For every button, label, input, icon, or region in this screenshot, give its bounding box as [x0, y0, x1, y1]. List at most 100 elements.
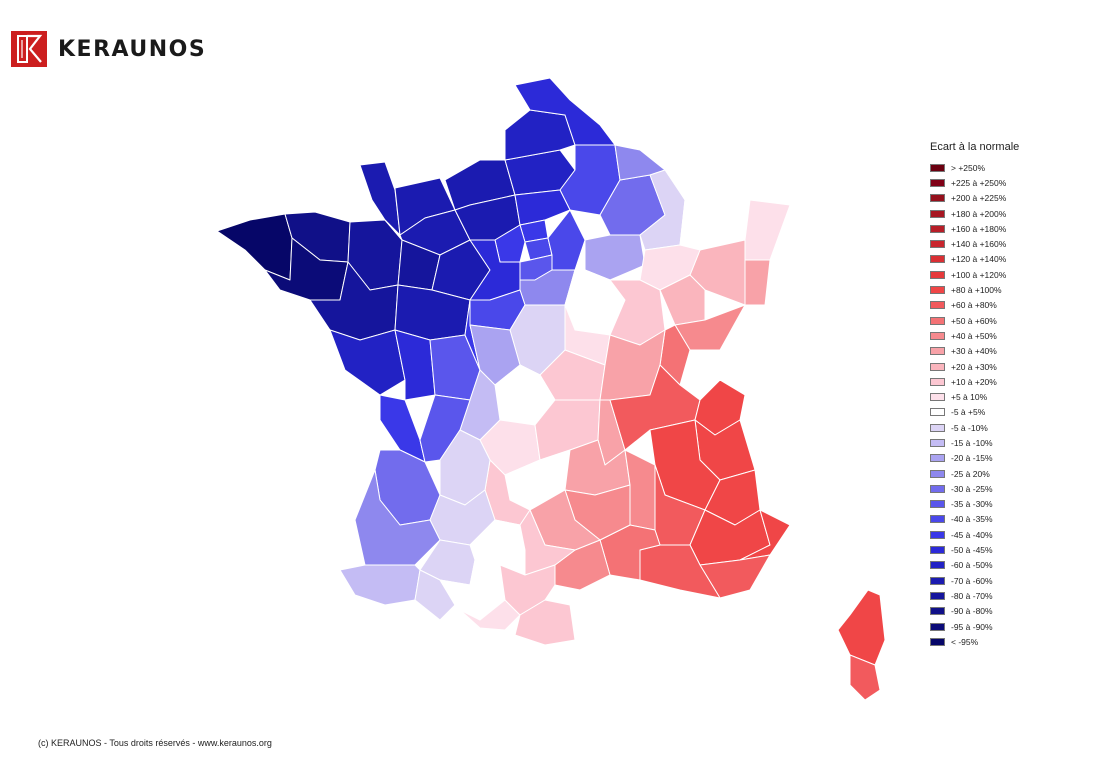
legend-label: -45 à -40%: [951, 529, 993, 540]
legend-label: +20 à +30%: [951, 361, 997, 372]
legend-item: +20 à +30%: [930, 359, 1090, 374]
legend-item: -90 à -80%: [930, 604, 1090, 619]
legend-label: -95 à -90%: [951, 621, 993, 632]
department-haut-rhin: [744, 259, 771, 306]
legend-swatch: [930, 546, 945, 555]
legend-item: +120 à +140%: [930, 252, 1090, 267]
legend-item: -70 à -60%: [930, 573, 1090, 588]
department-seine-et-marne: [547, 209, 586, 271]
legend-swatch: [930, 500, 945, 509]
legend-swatch: [930, 331, 945, 340]
legend-swatch: [930, 607, 945, 616]
legend-item: +140 à +160%: [930, 236, 1090, 251]
legend-label: +120 à +140%: [951, 254, 1007, 265]
department-deux-sevres: [394, 329, 436, 401]
legend-label: +10 à +20%: [951, 376, 997, 387]
legend-label: -80 à -70%: [951, 590, 993, 601]
legend-item: -25 à 20%: [930, 466, 1090, 481]
legend-label: -90 à -80%: [951, 606, 993, 617]
legend-swatch: [930, 408, 945, 417]
legend-label: < -95%: [951, 636, 979, 647]
legend-swatch: [930, 163, 945, 172]
department-pas-de-calais: [504, 109, 576, 161]
legend-item: +200 à +225%: [930, 191, 1090, 206]
legend-item: +50 à +60%: [930, 313, 1090, 328]
legend-label: -30 à -25%: [951, 483, 993, 494]
legend-item: -20 à -15%: [930, 451, 1090, 466]
legend-item: -45 à -40%: [930, 527, 1090, 542]
legend-label: +5 à 10%: [951, 392, 988, 403]
legend-item: -5 à +5%: [930, 405, 1090, 420]
department-bas-rhin: [744, 199, 791, 261]
legend-swatch: [930, 255, 945, 264]
legend-item: +100 à +120%: [930, 267, 1090, 282]
legend-swatch: [930, 637, 945, 646]
legend-item: +160 à +180%: [930, 221, 1090, 236]
legend-item: -5 à -10%: [930, 420, 1090, 435]
legend-label: +200 à +225%: [951, 193, 1007, 204]
legend-item: -80 à -70%: [930, 588, 1090, 603]
legend-item: -50 à -45%: [930, 542, 1090, 557]
legend: Ecart à la normale > +250% +225 à +250% +2…: [930, 141, 1090, 650]
legend-label: -50 à -45%: [951, 545, 993, 556]
legend-label: -25 à 20%: [951, 468, 990, 479]
legend-item: +5 à 10%: [930, 389, 1090, 404]
legend-swatch: [930, 469, 945, 478]
legend-label: -15 à -10%: [951, 437, 993, 448]
legend-label: +60 à +80%: [951, 300, 997, 311]
legend-label: +40 à +50%: [951, 330, 997, 341]
legend-item: -30 à -25%: [930, 481, 1090, 496]
department-vendee: [329, 329, 406, 396]
legend-swatch: [930, 530, 945, 539]
legend-item: +80 à +100%: [930, 282, 1090, 297]
legend-label: +100 à +120%: [951, 269, 1007, 280]
legend-swatch: [930, 393, 945, 402]
legend-swatch: [930, 377, 945, 386]
department-corse-du-sud: [849, 654, 881, 701]
legend-label: +160 à +180%: [951, 223, 1007, 234]
legend-swatch: [930, 362, 945, 371]
legend-item: +225 à +250%: [930, 175, 1090, 190]
copyright-footer: (c) KERAUNOS - Tous droits réservés - ww…: [38, 738, 272, 748]
legend-item: +30 à +40%: [930, 344, 1090, 359]
legend-swatch: [930, 484, 945, 493]
legend-label: -5 à +5%: [951, 407, 986, 418]
department-hautes-pyrenees: [414, 569, 456, 621]
legend-list: > +250% +225 à +250% +200 à +225% +180 à +2…: [930, 160, 1090, 650]
legend-label: +50 à +60%: [951, 315, 997, 326]
legend-item: < -95%: [930, 634, 1090, 649]
legend-label: > +250%: [951, 162, 986, 173]
legend-swatch: [930, 286, 945, 295]
legend-label: -60 à -50%: [951, 560, 993, 571]
legend-item: -40 à -35%: [930, 512, 1090, 527]
legend-swatch: [930, 561, 945, 570]
brand-name: KERAUNOS: [58, 36, 207, 62]
department-haute-corse: [837, 589, 886, 666]
legend-swatch: [930, 515, 945, 524]
legend-swatch: [930, 224, 945, 233]
legend-swatch: [930, 209, 945, 218]
legend-label: +80 à +100%: [951, 285, 1002, 296]
legend-swatch: [930, 270, 945, 279]
legend-item: -60 à -50%: [930, 558, 1090, 573]
legend-item: +10 à +20%: [930, 374, 1090, 389]
legend-label: +140 à +160%: [951, 239, 1007, 250]
legend-item: -95 à -90%: [930, 619, 1090, 634]
legend-label: +180 à +200%: [951, 208, 1007, 219]
legend-item: +60 à +80%: [930, 298, 1090, 313]
legend-item: +40 à +50%: [930, 328, 1090, 343]
legend-item: +180 à +200%: [930, 206, 1090, 221]
legend-swatch: [930, 240, 945, 249]
legend-label: -70 à -60%: [951, 575, 993, 586]
legend-swatch: [930, 347, 945, 356]
legend-label: +30 à +40%: [951, 346, 997, 357]
legend-label: -5 à -10%: [951, 422, 988, 433]
keraunos-logo: KERAUNOS: [11, 31, 206, 67]
legend-swatch: [930, 194, 945, 203]
keraunos-logo-icon: [11, 31, 47, 67]
legend-item: > +250%: [930, 160, 1090, 175]
legend-swatch: [930, 622, 945, 631]
department-tarn: [519, 509, 576, 576]
legend-swatch: [930, 423, 945, 432]
